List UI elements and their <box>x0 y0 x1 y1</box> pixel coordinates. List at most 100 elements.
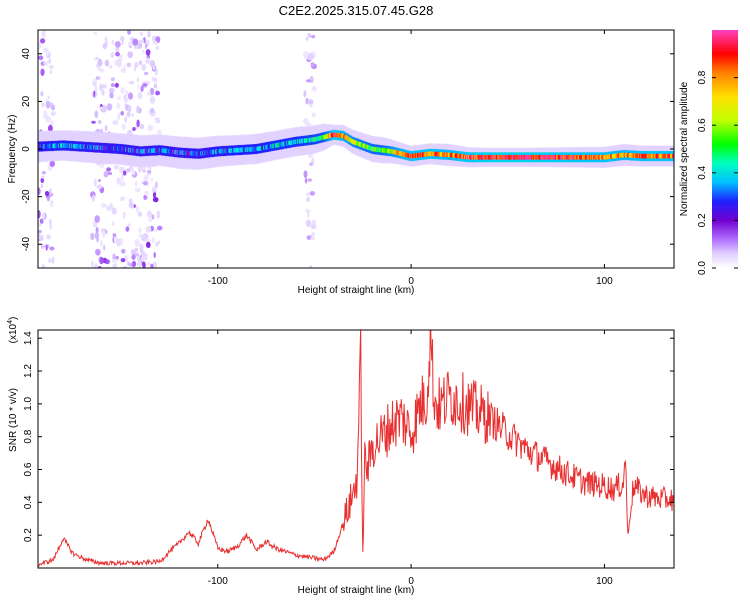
spectrogram-noise-speckle <box>121 248 126 254</box>
spectrogram-noise-speckle <box>309 162 313 167</box>
spectrogram-noise-speckle <box>126 261 131 266</box>
spectrogram-noise-speckle <box>102 257 108 264</box>
spectrogram-noise-speckle <box>122 181 126 187</box>
spectrogram-noise-speckle <box>109 92 114 99</box>
spectrogram-noise-speckle <box>93 31 98 35</box>
spectrogram-noise-speckle <box>107 172 113 175</box>
spectrogram-noise-speckle <box>139 123 145 130</box>
spectrogram-noise-speckle <box>125 255 129 261</box>
spectrogram-noise-speckle <box>147 172 150 176</box>
spectrogram-noise-speckle <box>142 169 146 173</box>
spectrogram-noise-speckle <box>97 120 102 124</box>
spectrogram-noise-speckle <box>116 177 122 185</box>
spectrogram-noise-speckle <box>45 116 51 123</box>
spectrogram-noise-speckle <box>144 42 148 50</box>
y-tick-label: 1.2 <box>23 364 34 378</box>
spectrogram-noise-speckle <box>126 168 131 173</box>
x-tick-label: -100 <box>208 576 228 587</box>
spectrogram-noise-speckle <box>127 51 133 59</box>
spectrogram-noise-speckle <box>307 99 314 105</box>
spectrogram-noise-speckle <box>120 86 125 94</box>
spectrogram-noise-speckle <box>111 207 117 215</box>
spectrogram-noise-speckle <box>122 170 127 176</box>
spectrogram-noise-speckle <box>98 76 101 80</box>
spectrogram-noise-speckle <box>112 259 118 263</box>
spectrogram-noise-speckle <box>135 180 138 187</box>
spectrogram-noise-speckle <box>143 174 149 180</box>
spectrogram-noise-speckle <box>122 211 127 218</box>
snr-x-label: Height of straight line (km) <box>298 585 415 596</box>
spectrogram-noise-speckle <box>303 170 308 179</box>
spectrogram-noise-speckle <box>101 203 106 209</box>
spectrogram-noise-speckle <box>125 226 130 232</box>
spectrogram-noise-speckle <box>45 101 51 109</box>
snr-panel: -100 0 100 0.2 0.4 0.6 0.8 1.0 1.2 1.4 Height of… <box>7 317 675 596</box>
spectrogram-noise-speckle <box>154 79 157 86</box>
y-tick-label: 40 <box>21 48 32 60</box>
x-tick-label: 0 <box>408 276 414 287</box>
spectrogram-noise-speckle <box>94 263 99 268</box>
spectrogram-noise-speckle <box>303 51 309 60</box>
spectrogram-noise-speckle <box>147 31 151 38</box>
snr-x-ticks: -100 0 100 <box>208 330 613 587</box>
x-tick-label: 100 <box>596 576 613 587</box>
snr-plot-area <box>38 330 674 567</box>
spectrogram-noise-speckle <box>307 178 313 182</box>
spectrogram-noise-speckle <box>50 104 56 111</box>
spectrogram-noise-speckle <box>136 105 140 114</box>
spectrogram-noise-speckle <box>125 90 128 97</box>
spectrogram-noise-speckle <box>38 42 42 50</box>
spectrogram-noise-speckle <box>136 119 140 128</box>
spectrogram-noise-speckle <box>49 199 54 208</box>
y-tick-label: -20 <box>21 189 32 204</box>
spectrogram-noise-speckle <box>38 232 41 239</box>
spectrogram-noise-speckle <box>96 236 99 243</box>
spectrogram-noise-speckle <box>44 191 50 196</box>
spectrogram-noise-speckle <box>153 251 156 259</box>
colorbar: 0.0 0.2 0.4 0.6 0.8 Normalized spectral ampl… <box>679 30 738 275</box>
spectrogram-noise-speckle <box>309 265 313 268</box>
spectrogram-noise-speckle <box>304 209 311 213</box>
spectrogram-noise-speckle <box>115 47 120 52</box>
y-tick-label: 0.6 <box>23 462 34 476</box>
spectrogram-noise-speckle <box>304 177 308 184</box>
spectrogram-noise-speckle <box>120 258 126 263</box>
y-tick-label: 1.0 <box>23 396 34 410</box>
spectrogram-noise-speckle <box>42 264 45 268</box>
spectrogram-noise-speckle <box>132 171 136 175</box>
spectrogram-noise-speckle <box>121 123 126 131</box>
y-tick-label: 20 <box>21 95 32 107</box>
spectrogram-noise-speckle <box>103 171 109 178</box>
spectrogram-noise-speckle <box>46 195 50 202</box>
spectrogram-noise-speckle <box>109 202 113 210</box>
spectrogram-noise-speckle <box>307 52 314 61</box>
spectrogram-noise-speckle <box>148 217 153 222</box>
spectrogram-noise-speckle <box>135 205 139 213</box>
spectrogram-noise-speckle <box>131 260 137 268</box>
spectrogram-noise-speckle <box>120 67 126 73</box>
spectrogram-noise-speckle <box>97 58 103 67</box>
spectrogram-noise-speckle <box>38 210 41 219</box>
y-tick-label: 0.2 <box>23 528 34 542</box>
spectrogram-noise-speckle <box>310 62 315 67</box>
chart-title: C2E2.2025.315.07.45.G28 <box>279 3 434 18</box>
spectrogram-noise-speckle <box>139 31 144 36</box>
spectrogram-noise-speckle <box>139 60 142 66</box>
spectrogram-noise-speckle <box>93 90 96 98</box>
spectrogram-noise-speckle <box>48 124 53 132</box>
spectrogram-noise-speckle <box>117 96 121 101</box>
spectrogram-noise-speckle <box>146 210 152 218</box>
spectrogram-noise-speckle <box>95 76 99 80</box>
spectrogram-noise-speckle <box>142 181 148 186</box>
spectrogram-noise-speckle <box>149 60 156 68</box>
spectrogram-noise-speckle <box>49 70 53 74</box>
spectrogram-noise-speckle <box>104 125 108 132</box>
spectrogram-noise-speckle <box>116 119 119 126</box>
spectrogram-noise-speckle <box>155 45 160 50</box>
spectrogram-noise-speckle <box>114 41 121 48</box>
spectrogram-noise-speckle <box>40 177 45 183</box>
spectrogram-noise-speckle <box>101 89 105 96</box>
spectrogram-noise-speckle <box>144 71 149 76</box>
spectrogram-noise-speckle <box>140 39 145 43</box>
spectrogram-noise-speckle <box>102 230 106 238</box>
